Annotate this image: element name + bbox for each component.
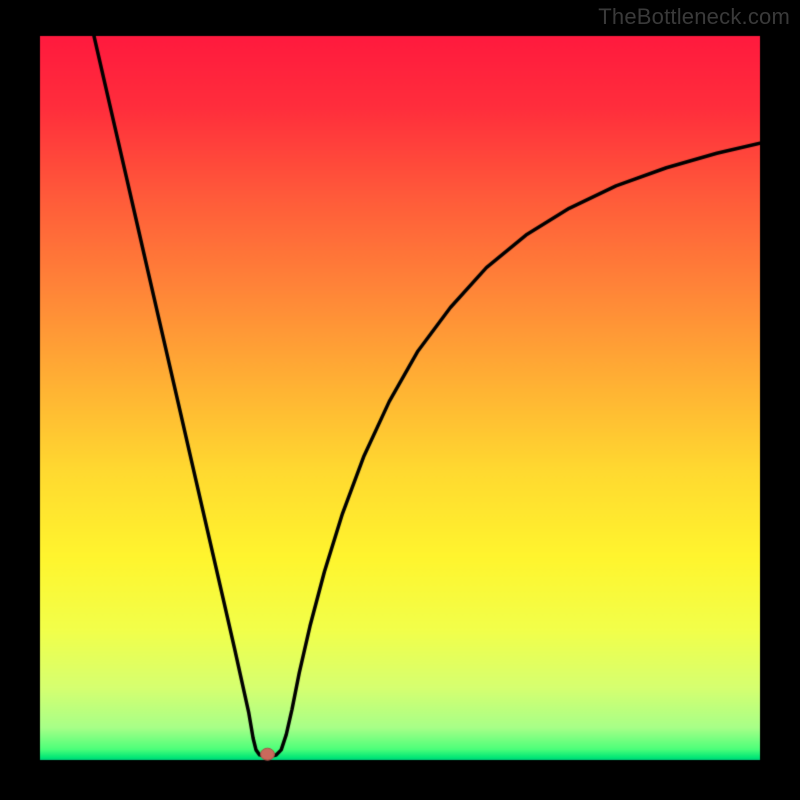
chart-container: TheBottleneck.com <box>0 0 800 800</box>
bottleneck-chart <box>0 0 800 800</box>
watermark-label: TheBottleneck.com <box>598 4 790 30</box>
